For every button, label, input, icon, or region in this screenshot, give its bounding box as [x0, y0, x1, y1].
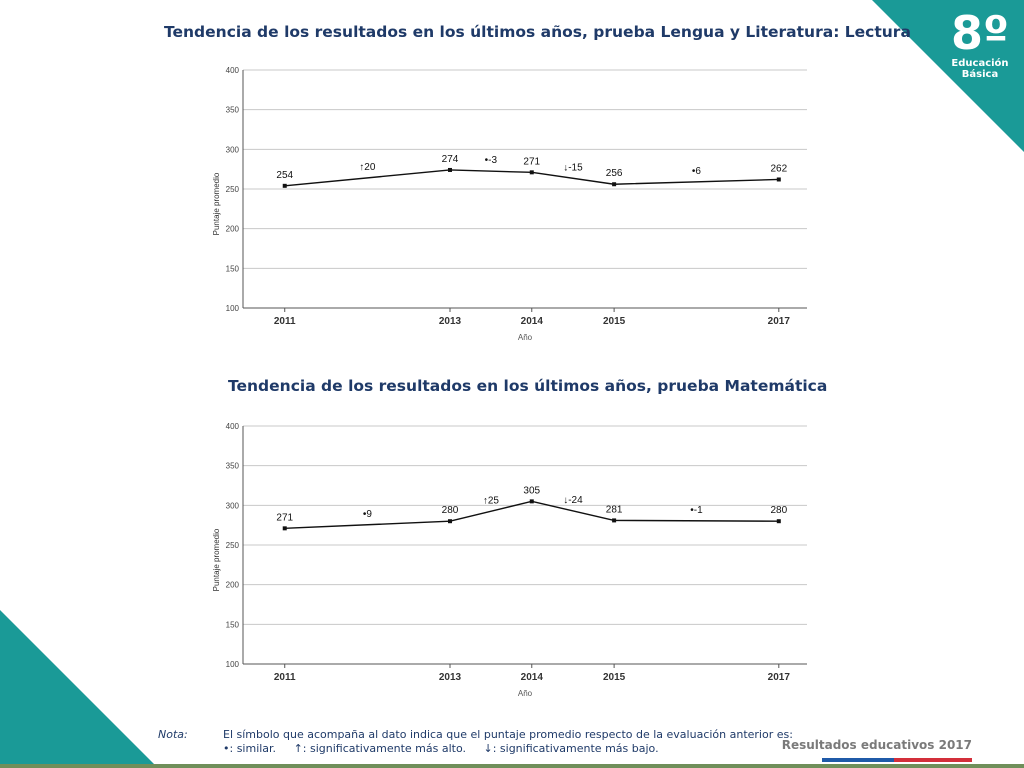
x-tick-label: 2011: [274, 672, 296, 683]
data-point: [776, 519, 781, 524]
x-tick-label: 2017: [768, 672, 791, 683]
x-axis-label: Año: [518, 333, 533, 342]
footnote-line1: El símbolo que acompaña al dato indica q…: [223, 728, 793, 741]
x-tick-label: 2015: [603, 672, 626, 683]
y-axis-label: Puntaje promedio: [212, 528, 221, 591]
footnote-label: Nota:: [158, 728, 188, 741]
data-label: 256: [606, 168, 623, 179]
bottom-strip: [0, 764, 1024, 768]
x-tick-label: 2014: [521, 672, 544, 683]
x-tick-label: 2011: [274, 316, 296, 327]
data-point: [447, 167, 452, 172]
y-tick-label: 350: [226, 462, 240, 471]
grade-level-line1: Educación: [951, 58, 1009, 69]
x-tick-label: 2014: [521, 316, 544, 327]
corner-decoration-bottom-left: [0, 610, 158, 768]
y-tick-label: 100: [226, 660, 240, 669]
flag-red-stripe: [894, 758, 972, 762]
change-label: ↓-24: [563, 495, 583, 506]
y-tick-label: 300: [226, 145, 240, 154]
legend-higher: ↑: significativamente más alto.: [293, 742, 466, 755]
y-tick-label: 350: [226, 106, 240, 115]
data-label: 271: [523, 156, 540, 167]
y-tick-label: 150: [226, 264, 240, 273]
y-tick-label: 400: [226, 66, 240, 75]
flag-blue-stripe: [822, 758, 894, 762]
y-tick-label: 150: [226, 620, 240, 629]
corner-decoration-top-right: [872, 0, 1024, 152]
grade-number: 8º: [951, 6, 1009, 60]
data-point: [612, 518, 617, 523]
grade-badge: 8º Educación Básica: [950, 8, 1010, 80]
change-label: •6: [692, 166, 702, 177]
data-point: [612, 182, 617, 187]
data-label: 281: [606, 504, 623, 515]
y-tick-label: 300: [226, 501, 240, 510]
change-label: ↑25: [483, 495, 500, 506]
footnote-legend: •: similar. ↑: significativamente más al…: [223, 742, 793, 756]
x-tick-label: 2013: [439, 316, 462, 327]
data-point: [529, 170, 534, 175]
x-tick-label: 2015: [603, 316, 626, 327]
data-label: 262: [770, 163, 787, 174]
data-point: [447, 519, 452, 524]
legend-lower: ↓: significativamente más bajo.: [483, 742, 659, 755]
change-label: ↑20: [359, 162, 376, 173]
footnote-text: El símbolo que acompaña al dato indica q…: [223, 728, 793, 756]
footer-brand: Resultados educativos 2017: [781, 738, 972, 752]
data-point: [282, 183, 287, 188]
y-tick-label: 400: [226, 422, 240, 431]
y-tick-label: 200: [226, 225, 240, 234]
data-label: 305: [523, 485, 540, 496]
flag-bar: [822, 758, 972, 762]
data-point: [776, 177, 781, 182]
change-label: •-1: [690, 505, 703, 516]
y-tick-label: 250: [226, 185, 240, 194]
chart-title-matematica: Tendencia de los resultados en los últim…: [228, 377, 828, 395]
data-label: 280: [770, 505, 787, 516]
grade-level-line2: Básica: [961, 69, 999, 80]
change-label: •9: [363, 509, 373, 520]
y-tick-label: 200: [226, 581, 240, 590]
data-point: [282, 526, 287, 531]
y-axis-label: Puntaje promedio: [212, 172, 221, 235]
data-point: [529, 499, 534, 504]
y-tick-label: 100: [226, 304, 240, 313]
change-label: ↓-15: [563, 162, 583, 173]
legend-similar: •: similar.: [223, 742, 277, 755]
chart-title-lectura: Tendencia de los resultados en los últim…: [164, 23, 911, 41]
data-label: 280: [442, 505, 459, 516]
data-label: 271: [276, 512, 293, 523]
y-tick-label: 250: [226, 541, 240, 550]
x-axis-label: Año: [518, 689, 533, 698]
change-label: •-3: [485, 155, 498, 166]
data-label: 254: [276, 170, 293, 181]
data-label: 274: [442, 154, 459, 165]
x-tick-label: 2017: [768, 316, 791, 327]
x-tick-label: 2013: [439, 672, 462, 683]
